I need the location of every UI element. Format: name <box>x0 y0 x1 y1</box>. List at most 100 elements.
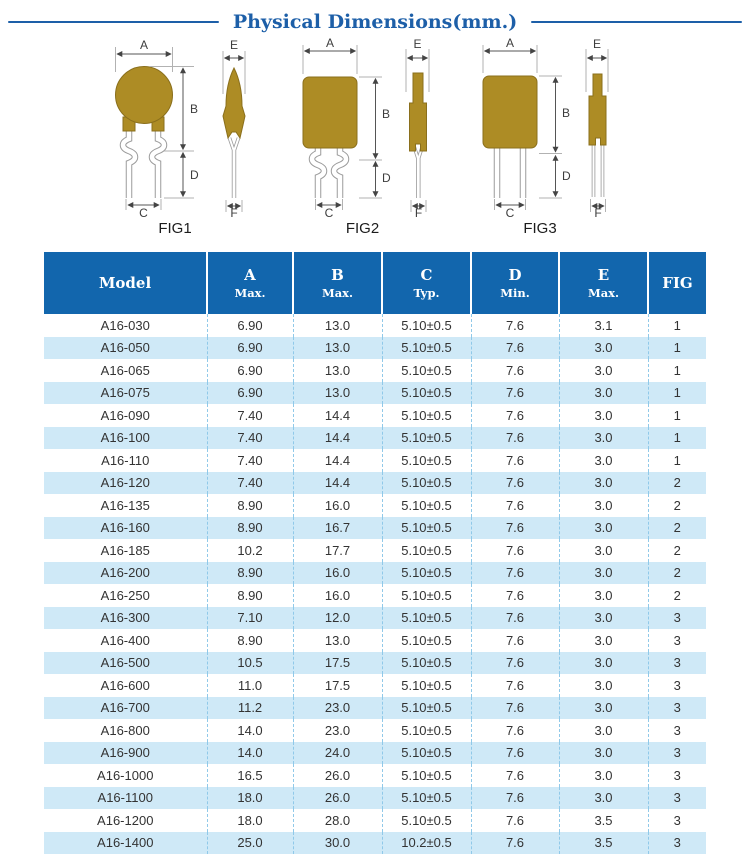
value-cell: 7.6 <box>470 494 559 517</box>
fig1-disc-body <box>115 66 173 124</box>
value-cell: 7.6 <box>470 606 559 629</box>
value-cell: 23.0 <box>292 719 382 742</box>
value-cell: 2 <box>647 471 706 494</box>
value-cell: 28.0 <box>292 809 382 832</box>
fig2-label-d: D <box>382 171 391 185</box>
value-cell: 6.90 <box>206 359 293 382</box>
value-cell: 12.0 <box>292 606 382 629</box>
column-header-b: B Max. <box>292 252 382 314</box>
value-cell: 7.40 <box>206 449 293 472</box>
fig1-label-b: B <box>190 102 198 116</box>
value-cell: 17.5 <box>292 651 382 674</box>
model-cell: A16-600 <box>100 677 150 693</box>
fig1-dim-b-d: B D <box>150 66 199 199</box>
model-cell: A16-500 <box>100 655 150 671</box>
model-cell: A16-065 <box>100 362 150 378</box>
table-row: A16-100 7.40 14.4 5.10±0.5 7.6 3.0 1 <box>44 426 706 449</box>
table-row: A16-185 10.2 17.7 5.10±0.5 7.6 3.0 2 <box>44 539 706 562</box>
value-cell: 3 <box>647 764 706 787</box>
value-cell: 3 <box>647 831 706 854</box>
value-cell: 26.0 <box>292 786 382 809</box>
fig1-label-f: F <box>230 206 237 220</box>
fig2-label-f: F <box>415 206 422 220</box>
value-cell: 5.10±0.5 <box>381 359 471 382</box>
fig3-rect-body <box>482 75 538 149</box>
value-cell: 3.0 <box>558 764 648 787</box>
table-row: A16-090 7.40 14.4 5.10±0.5 7.6 3.0 1 <box>44 404 706 427</box>
table-row: A16-700 11.2 23.0 5.10±0.5 7.6 3.0 3 <box>44 696 706 719</box>
table-row: A16-135 8.90 16.0 5.10±0.5 7.6 3.0 2 <box>44 494 706 517</box>
value-cell: 16.0 <box>292 494 382 517</box>
value-cell: 5.10±0.5 <box>381 809 471 832</box>
column-label: D <box>508 265 522 284</box>
value-cell: 17.7 <box>292 539 382 562</box>
table-row: A16-160 8.90 16.7 5.10±0.5 7.6 3.0 2 <box>44 516 706 539</box>
value-cell: 7.40 <box>206 426 293 449</box>
value-cell: 3.0 <box>558 426 648 449</box>
fig2-label-a: A <box>326 38 334 50</box>
value-cell: 7.6 <box>470 516 559 539</box>
value-cell: 5.10±0.5 <box>381 651 471 674</box>
figures-row: A B D <box>0 38 750 250</box>
value-cell: 3.0 <box>558 336 648 359</box>
value-cell: 24.0 <box>292 741 382 764</box>
table-row: A16-110 7.40 14.4 5.10±0.5 7.6 3.0 1 <box>44 449 706 472</box>
model-cell: A16-185 <box>100 542 150 558</box>
value-cell: 5.10±0.5 <box>381 719 471 742</box>
column-header-a: A Max. <box>206 252 293 314</box>
value-cell: 7.6 <box>470 741 559 764</box>
column-sublabel: Max. <box>321 285 354 300</box>
table-row: A16-075 6.90 13.0 5.10±0.5 7.6 3.0 1 <box>44 381 706 404</box>
value-cell: 5.10±0.5 <box>381 584 471 607</box>
value-cell: 3 <box>647 809 706 832</box>
value-cell: 11.0 <box>206 674 293 697</box>
fig1-drawing: A B D <box>115 38 246 220</box>
value-cell: 7.6 <box>470 314 559 337</box>
column-sublabel: Min. <box>500 285 530 300</box>
column-header-c: C Typ. <box>381 252 471 314</box>
value-cell: 7.6 <box>470 674 559 697</box>
figure-fig2: A B D <box>275 38 450 237</box>
fig2-front-view <box>302 76 358 198</box>
fig2-caption: FIG2 <box>345 220 380 237</box>
value-cell: 7.6 <box>470 359 559 382</box>
model-cell: A16-135 <box>100 497 150 513</box>
value-cell: 1 <box>647 449 706 472</box>
value-cell: 17.5 <box>292 674 382 697</box>
value-cell: 5.10±0.5 <box>381 381 471 404</box>
fig2-drawing: A B D <box>302 38 430 220</box>
table-row: A16-800 14.0 23.0 5.10±0.5 7.6 3.0 3 <box>44 719 706 742</box>
model-cell: A16-1400 <box>97 835 154 851</box>
value-cell: 16.0 <box>292 584 382 607</box>
value-cell: 2 <box>647 584 706 607</box>
fig2-label-b: B <box>382 107 390 121</box>
value-cell: 7.6 <box>470 651 559 674</box>
value-cell: 23.0 <box>292 696 382 719</box>
fig1-side-body <box>222 66 246 140</box>
model-cell: A16-1200 <box>97 812 154 828</box>
value-cell: 3 <box>647 719 706 742</box>
value-cell: 3.0 <box>558 741 648 764</box>
value-cell: 14.0 <box>206 741 293 764</box>
value-cell: 13.0 <box>292 359 382 382</box>
table-row: A16-900 14.0 24.0 5.10±0.5 7.6 3.0 3 <box>44 741 706 764</box>
table-row: A16-030 6.90 13.0 5.10±0.5 7.6 3.1 1 <box>44 314 706 337</box>
value-cell: 13.0 <box>292 314 382 337</box>
value-cell: 3 <box>647 606 706 629</box>
column-label: A <box>244 265 256 284</box>
value-cell: 14.4 <box>292 426 382 449</box>
fig1-label-c: C <box>139 206 148 220</box>
value-cell: 3.0 <box>558 359 648 382</box>
fig3-side-body <box>588 73 607 146</box>
value-cell: 1 <box>647 336 706 359</box>
fig2-dim-a: A <box>302 38 358 74</box>
table-row: A16-1400 25.0 30.0 10.2±0.5 7.6 3.5 3 <box>44 831 706 854</box>
value-cell: 30.0 <box>292 831 382 854</box>
value-cell: 10.2 <box>206 539 293 562</box>
value-cell: 5.10±0.5 <box>381 741 471 764</box>
model-cell: A16-800 <box>100 722 150 738</box>
model-cell: A16-075 <box>100 385 150 401</box>
table-row: A16-1200 18.0 28.0 5.10±0.5 7.6 3.5 3 <box>44 809 706 832</box>
value-cell: 3 <box>647 786 706 809</box>
fig1-label-d: D <box>190 168 199 182</box>
